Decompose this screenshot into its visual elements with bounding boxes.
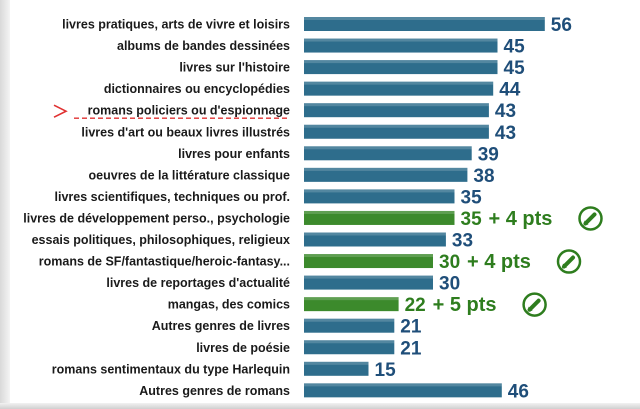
bar: [304, 210, 455, 225]
left-shadow: [0, 0, 10, 409]
bar: [304, 340, 395, 355]
bar-highlight-strip: [304, 167, 468, 171]
pencil-circle-icon: [522, 292, 547, 317]
category-label: oeuvres de la littérature classique: [89, 168, 291, 182]
value-label: 45: [504, 37, 526, 58]
bar-highlight-strip: [304, 38, 498, 42]
category-label: albums de bandes dessinées: [117, 39, 290, 53]
bar-highlight-strip: [304, 340, 395, 344]
value-label: 56: [551, 15, 572, 36]
pencil-circle-icon: [556, 249, 582, 274]
value-label: 35: [461, 209, 483, 230]
category-label: livres d'art ou beaux livres illustrés: [81, 125, 290, 139]
bar: [304, 297, 399, 312]
bar-highlight-strip: [304, 103, 489, 107]
value-label: 43: [495, 101, 516, 122]
bar: [304, 146, 472, 161]
category-label: Autres genres de livres: [152, 319, 290, 333]
delta-label: + 4 pts: [489, 208, 553, 230]
value-label: 38: [473, 166, 494, 187]
bar: [304, 124, 489, 139]
bar: [304, 103, 489, 118]
value-label: 43: [495, 123, 516, 144]
value-label: 15: [375, 360, 397, 381]
category-label: livres de poésie: [196, 341, 290, 355]
value-label: 46: [508, 381, 529, 402]
value-label: 45: [504, 58, 526, 79]
highlight-arrow-icon: [53, 104, 68, 118]
category-label: Autres genres de romans: [139, 384, 290, 398]
category-label: livres de développement perso., psycholo…: [23, 211, 290, 225]
bar: [304, 38, 498, 53]
bar: [304, 275, 433, 290]
bar: [304, 361, 369, 376]
bar: [304, 383, 502, 398]
bar: [304, 254, 433, 269]
delta-label: + 4 pts: [467, 251, 531, 273]
bottom-shadow: [0, 403, 640, 409]
bar: [304, 167, 468, 182]
category-label: romans sentimentaux du type Harlequin: [52, 362, 290, 376]
bar: [304, 232, 446, 247]
value-label: 22: [405, 295, 426, 316]
value-label: 21: [400, 317, 422, 338]
value-label: 35: [461, 187, 483, 208]
bar-highlight-strip: [304, 254, 433, 258]
bar-highlight-strip: [304, 124, 489, 128]
bar-highlight-strip: [304, 275, 433, 279]
bar: [304, 17, 545, 31]
value-label: 33: [452, 231, 473, 252]
category-label: romans policiers ou d'espionnage: [88, 104, 290, 118]
category-label: mangas, des comics: [168, 298, 290, 312]
bar-highlight-strip: [304, 383, 502, 387]
bar: [304, 60, 498, 75]
category-label: livres pratiques, arts de vivre et loisi…: [62, 18, 290, 32]
delta-label: + 5 pts: [433, 294, 497, 316]
bar-highlight-strip: [304, 17, 545, 20]
category-label: livres sur l'histoire: [179, 61, 290, 75]
bar-highlight-strip: [304, 60, 498, 64]
value-label: 39: [478, 144, 499, 165]
bar: [304, 189, 455, 204]
bar-highlight-strip: [304, 297, 399, 301]
bar-highlight-strip: [304, 210, 455, 214]
value-label: 44: [499, 80, 521, 101]
bar-highlight-strip: [304, 146, 472, 150]
value-label: 30: [439, 252, 460, 273]
bar-highlight-strip: [304, 189, 455, 193]
bar-highlight-strip: [304, 318, 395, 322]
category-label: livres de reportages d'actualité: [106, 276, 290, 290]
bar: [304, 318, 395, 333]
category-label: livres pour enfants: [178, 147, 290, 161]
category-label: livres scientifiques, techniques ou prof…: [55, 190, 290, 204]
bar-highlight-strip: [304, 361, 369, 365]
category-label: dictionnaires ou encyclopédies: [104, 82, 290, 96]
value-label: 30: [439, 274, 460, 295]
value-label: 21: [400, 338, 422, 359]
bar-highlight-strip: [304, 232, 446, 236]
category-label: essais politiques, philosophiques, relig…: [32, 233, 290, 247]
category-label: romans de SF/fantastique/heroic-fantasy.…: [39, 255, 290, 269]
bar-highlight-strip: [304, 81, 494, 85]
pencil-circle-icon: [578, 206, 603, 231]
bar: [304, 81, 494, 96]
